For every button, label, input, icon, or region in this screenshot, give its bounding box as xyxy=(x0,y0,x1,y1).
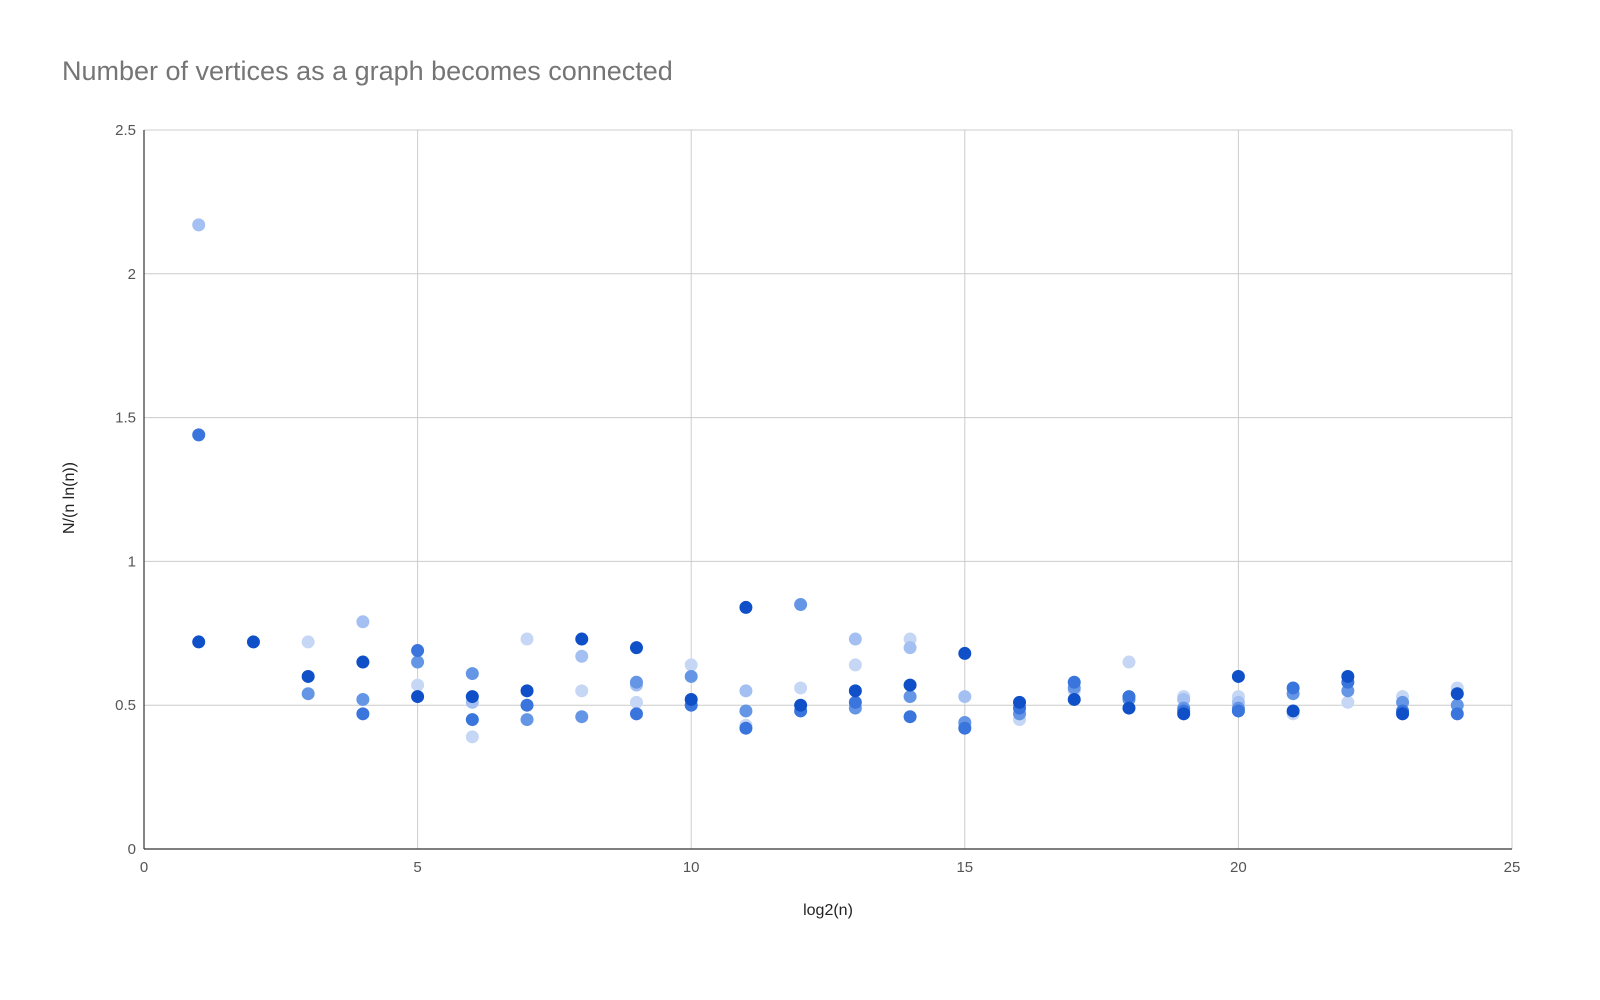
data-point xyxy=(520,632,534,646)
data-point xyxy=(1450,687,1464,701)
data-point xyxy=(1122,690,1136,704)
data-point xyxy=(411,655,425,669)
data-point xyxy=(1013,695,1027,709)
data-point xyxy=(903,710,917,724)
data-point xyxy=(301,669,315,683)
data-point xyxy=(356,692,370,706)
data-point xyxy=(794,698,808,712)
data-point xyxy=(575,649,589,663)
x-axis-label: log2(n) xyxy=(803,902,853,919)
data-point xyxy=(246,635,260,649)
data-point xyxy=(520,698,534,712)
data-point xyxy=(465,667,479,681)
data-point xyxy=(411,690,425,704)
data-point xyxy=(301,687,315,701)
x-tick-label: 20 xyxy=(1230,859,1247,876)
data-point xyxy=(739,721,753,735)
data-point xyxy=(739,684,753,698)
data-point xyxy=(629,695,643,709)
data-point xyxy=(958,690,972,704)
data-point xyxy=(739,704,753,718)
y-tick-label: 0 xyxy=(128,841,136,858)
data-point xyxy=(411,644,425,658)
data-point xyxy=(794,681,808,695)
x-tick-label: 25 xyxy=(1504,859,1521,876)
data-point xyxy=(520,713,534,727)
data-point xyxy=(1122,655,1136,669)
data-point xyxy=(575,684,589,698)
data-point xyxy=(958,721,972,735)
data-point xyxy=(684,692,698,706)
x-tick-label: 15 xyxy=(956,859,973,876)
data-point xyxy=(1122,701,1136,715)
data-point xyxy=(794,598,808,612)
x-tick-label: 10 xyxy=(683,859,700,876)
data-point xyxy=(192,218,206,232)
data-points xyxy=(192,218,1464,744)
axes xyxy=(143,130,1512,850)
data-point xyxy=(903,678,917,692)
tick-labels: 0 5 10 15 20 25 0 0.5 1 1.5 2 2.5 xyxy=(115,122,1520,876)
data-point xyxy=(1177,707,1191,721)
data-point xyxy=(192,428,206,442)
data-point xyxy=(1341,669,1355,683)
data-point xyxy=(903,641,917,655)
data-point xyxy=(1450,707,1464,721)
data-point xyxy=(356,707,370,721)
data-point xyxy=(192,635,206,649)
data-point xyxy=(1286,681,1300,695)
y-tick-label: 0.5 xyxy=(115,697,136,714)
data-point xyxy=(465,690,479,704)
data-point xyxy=(684,658,698,672)
data-point xyxy=(1067,692,1081,706)
data-point xyxy=(1341,695,1355,709)
data-point xyxy=(848,632,862,646)
data-point xyxy=(520,684,534,698)
grid xyxy=(144,129,1513,849)
data-point xyxy=(629,707,643,721)
data-point xyxy=(848,658,862,672)
chart-title: Number of vertices as a graph becomes co… xyxy=(62,56,673,86)
data-point xyxy=(411,678,425,692)
data-point xyxy=(1396,707,1410,721)
data-point xyxy=(848,684,862,698)
data-point xyxy=(903,690,917,704)
data-point xyxy=(356,655,370,669)
data-point xyxy=(465,713,479,727)
data-point xyxy=(356,615,370,629)
data-point xyxy=(1067,675,1081,689)
data-point xyxy=(465,730,479,744)
data-point xyxy=(301,635,315,649)
y-tick-label: 2 xyxy=(128,266,136,283)
data-point xyxy=(1231,704,1245,718)
data-point xyxy=(848,695,862,709)
x-tick-label: 5 xyxy=(413,859,421,876)
y-tick-label: 1.5 xyxy=(115,410,136,427)
data-point xyxy=(739,600,753,614)
data-point xyxy=(684,669,698,683)
x-tick-label: 0 xyxy=(140,859,148,876)
y-tick-label: 1 xyxy=(128,553,136,570)
data-point xyxy=(1286,704,1300,718)
data-point xyxy=(629,641,643,655)
data-point xyxy=(575,632,589,646)
data-point xyxy=(1231,669,1245,683)
data-point xyxy=(958,646,972,660)
data-point xyxy=(629,675,643,689)
data-point xyxy=(575,710,589,724)
y-tick-label: 2.5 xyxy=(115,122,136,139)
